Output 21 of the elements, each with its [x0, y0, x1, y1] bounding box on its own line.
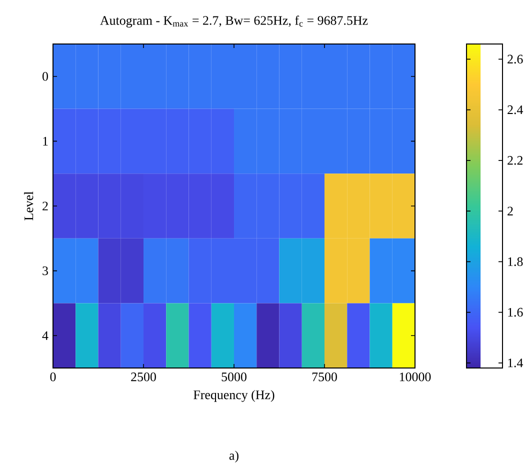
color-bar-label: 1.8: [508, 257, 523, 266]
x-tick-label: 5000: [222, 372, 246, 382]
x-tick-label: 7500: [312, 372, 337, 382]
color-bar-label: 2.4: [508, 105, 524, 114]
y-tick-label: 4: [42, 331, 48, 340]
color-bar-label: 2.6: [508, 54, 523, 64]
y-axis-title: Level: [24, 192, 34, 220]
chart-title: Autogram - K$_{max}$ = 2.7, Bw= 625Hz, f$_{c}$ = 9687.5Hz: [100, 16, 368, 28]
color-bar-label: 1.6: [508, 308, 523, 317]
x-tick-label: 2500: [131, 372, 156, 382]
x-tick-label: 10000: [400, 372, 431, 382]
text: a): [229, 450, 238, 462]
x-axis-title: Frequency (Hz): [194, 390, 274, 402]
color-bar-label: 2.2: [508, 156, 523, 165]
color-bar-label: 2: [508, 206, 513, 216]
y-tick-label: 2: [42, 202, 48, 210]
y-tick-label: 0: [42, 72, 48, 81]
color-bar-label: 1.4: [508, 358, 524, 368]
y-tick-label: 1: [43, 136, 48, 146]
y-tick-label: 3: [42, 266, 48, 276]
x-tick-label: 0: [50, 372, 56, 382]
